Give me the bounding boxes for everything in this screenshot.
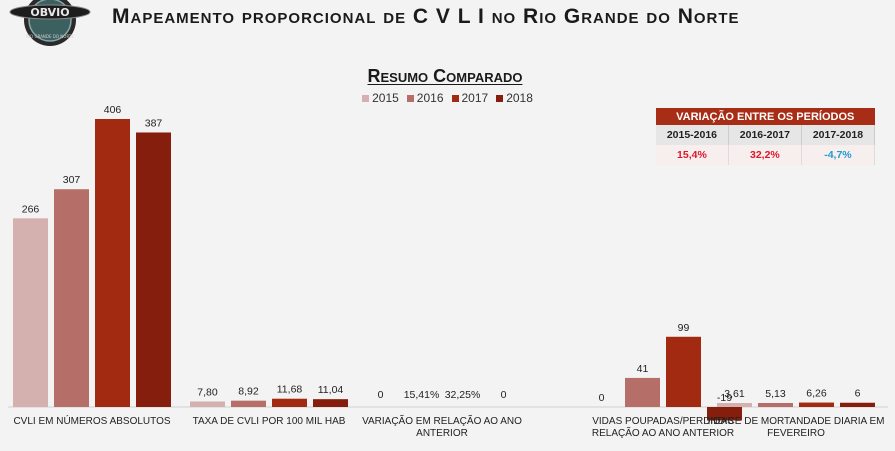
bar-g2-2015 (190, 401, 225, 407)
value-label-g3-2015: 0 (378, 389, 384, 401)
category-label-g5: FEVEREIRO (767, 428, 825, 439)
bar-g5-2017 (799, 402, 834, 407)
value-label-g4-2016: 41 (637, 363, 649, 375)
bar-g1-2017 (95, 119, 130, 407)
value-label-g1-2015: 266 (22, 203, 40, 215)
variation-value-3: -4,7% (801, 145, 876, 165)
category-label-g3: VARIAÇÃO EM RELAÇÃO AO ANO (362, 414, 522, 427)
bar-g1-2016 (54, 189, 89, 407)
bar-g1-2018 (136, 132, 171, 407)
value-label-g2-2016: 8,92 (238, 386, 259, 398)
category-label-g3: ANTERIOR (416, 428, 468, 439)
value-label-g1-2017: 406 (104, 104, 122, 116)
value-label-g2-2017: 11,68 (277, 384, 303, 396)
legend-item-2015: 2015 (362, 91, 399, 105)
bar-g2-2018 (313, 399, 348, 407)
category-label-g5: INDICE DE MORTANDADE DIARIA EM (708, 416, 885, 427)
value-label-g5-2015: 3,61 (724, 388, 745, 400)
legend-label-2017: 2017 (461, 91, 489, 105)
chart-legend: 2015 2016 2017 2018 (0, 91, 895, 105)
legend-swatch-2016 (406, 94, 414, 102)
chart-title: Resumo Comparado (367, 66, 523, 86)
page-title: Mapeamento proporcional de C V L I no Ri… (112, 5, 740, 28)
variation-value-1: 15,4% (656, 145, 729, 165)
bar-g4-2018 (707, 407, 742, 421)
value-label-g5-2016: 5,13 (765, 388, 786, 400)
variation-period-1: 2015-2016 (656, 125, 729, 145)
value-label-g1-2016: 307 (63, 174, 81, 186)
value-label-g1-2018: 387 (145, 117, 163, 129)
logo-subtext: RIO GRANDE DO NORTE (26, 34, 74, 39)
value-label-g2-2018: 11,04 (318, 384, 344, 396)
category-label-g4: VIDAS POUPADAS/PERDIDAS (592, 416, 734, 427)
bar-g4-2016 (625, 377, 660, 407)
variation-value-2: 32,2% (728, 145, 802, 165)
variation-table: VARIAÇÃO ENTRE OS PERÍODOS 2015-2016 201… (656, 108, 876, 165)
bar-g4-2017 (666, 336, 701, 407)
category-label-g1: CVLI EM NÚMEROS ABSOLUTOS (13, 414, 170, 427)
category-label-g4: RELAÇÃO AO ANO ANTERIOR (592, 426, 734, 439)
variation-period-3: 2017-2018 (801, 125, 876, 145)
legend-swatch-2017 (451, 94, 459, 102)
legend-item-2018: 2018 (496, 91, 533, 105)
value-label-g3-2018: 0 (501, 389, 507, 401)
legend-item-2016: 2016 (406, 91, 444, 105)
variation-table-header: VARIAÇÃO ENTRE OS PERÍODOS (656, 108, 875, 125)
bar-g1-2015 (13, 218, 48, 407)
value-label-g5-2018: 6 (855, 388, 861, 400)
logo-wordmark: OBVIO (30, 6, 69, 19)
value-label-g2-2015: 7,80 (197, 386, 218, 398)
legend-swatch-2015 (362, 94, 370, 102)
legend-item-2017: 2017 (451, 91, 489, 105)
value-label-g4-2015: 0 (599, 392, 605, 404)
bar-g2-2017 (272, 398, 307, 407)
bar-g5-2018 (840, 402, 875, 407)
value-label-g3-2016: 15,41% (404, 389, 440, 401)
value-label-g3-2017: 32,25% (445, 389, 481, 401)
bar-g2-2016 (231, 400, 266, 407)
legend-label-2018: 2018 (506, 91, 533, 105)
legend-swatch-2018 (496, 94, 504, 102)
value-label-g4-2018: -19 (717, 392, 732, 404)
value-label-g5-2017: 6,26 (806, 388, 827, 400)
category-label-g2: TAXA DE CVLI POR 100 MIL HAB (193, 416, 346, 427)
obvio-logo: OBVIO RIO GRANDE DO NORTE (9, 0, 91, 46)
legend-label-2015: 2015 (372, 91, 399, 105)
bar-g5-2015 (717, 403, 752, 407)
value-label-g4-2017: 99 (678, 322, 690, 334)
bar-g5-2016 (758, 403, 793, 407)
legend-label-2016: 2016 (416, 91, 444, 105)
variation-period-2: 2016-2017 (728, 125, 802, 145)
